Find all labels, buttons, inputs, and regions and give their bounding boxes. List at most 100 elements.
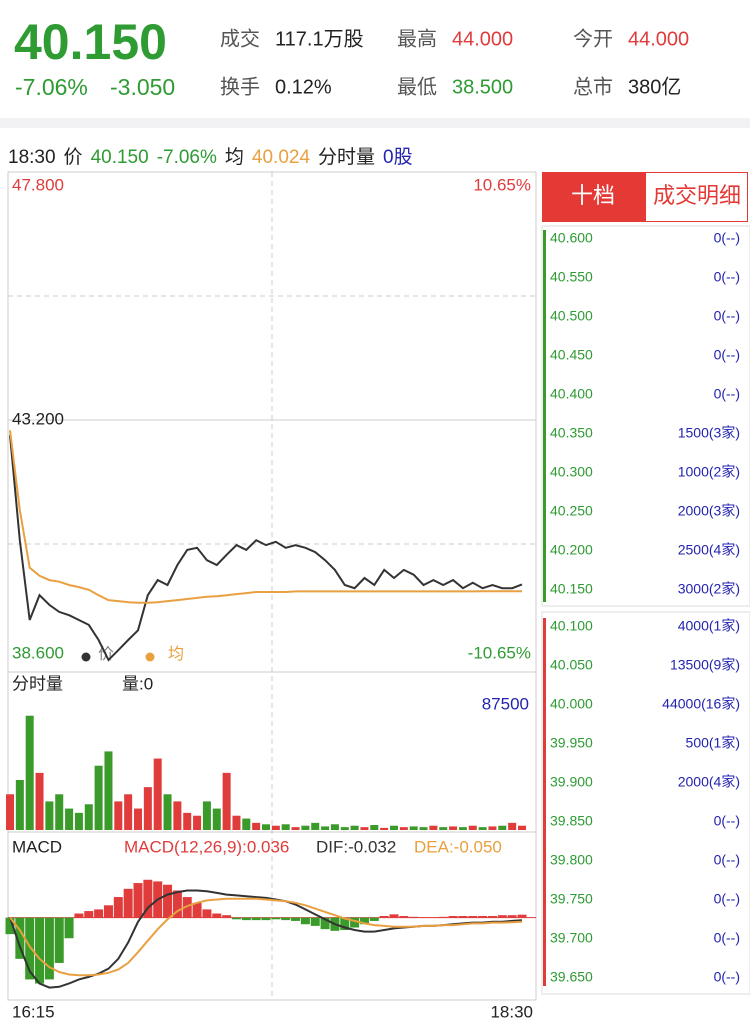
info-item: 价 <box>64 147 83 168</box>
volume-bar <box>518 825 526 830</box>
volume-bar <box>124 794 133 830</box>
macd-bar <box>291 917 301 921</box>
stat-label: 最高 <box>397 27 437 50</box>
macd-bar <box>123 888 133 918</box>
legend-label: 价 <box>98 646 114 663</box>
book-volume: 13500(9家) <box>670 657 740 673</box>
book-volume: 2000(3家) <box>678 503 740 519</box>
legend-label: 均 <box>168 645 184 663</box>
macd-bar <box>497 915 507 918</box>
volume-bar <box>478 827 487 830</box>
volume-bar <box>370 825 379 830</box>
tab-active[interactable] <box>542 172 645 222</box>
macd-bar <box>251 917 261 921</box>
book-volume: 2000(4家) <box>678 774 740 790</box>
stat-label: 成交 <box>220 27 260 50</box>
macd-bar <box>399 916 409 918</box>
macd-legend: DIF:-0.032 <box>316 837 396 856</box>
macd-bar <box>212 913 222 918</box>
macd-bar <box>15 917 25 959</box>
macd-bar <box>448 916 458 918</box>
volume-bar <box>242 818 251 830</box>
book-volume: 0(--) <box>714 852 740 868</box>
stat-value: 44.000 <box>452 28 513 50</box>
info-item: 均 <box>225 146 244 168</box>
volume-bar <box>163 794 172 830</box>
book-price: 40.050 <box>550 657 593 673</box>
book-price: 39.950 <box>550 735 593 751</box>
volume-bar <box>45 801 54 830</box>
macd-title: MACD <box>12 837 62 856</box>
volume-bar <box>508 822 517 830</box>
volume-bar <box>84 804 93 830</box>
book-price: 40.550 <box>550 269 593 285</box>
book-price: 39.900 <box>550 774 593 790</box>
volume-bar <box>301 825 310 830</box>
price: 40.150 <box>14 14 167 70</box>
volume-bar <box>212 808 221 830</box>
stat-value: 38.500 <box>452 76 513 98</box>
time-label: 16:15 <box>12 1002 55 1021</box>
macd-bar <box>458 916 468 918</box>
macd-bar <box>172 890 182 918</box>
macd-bar <box>389 914 399 918</box>
volume-bar <box>183 812 192 830</box>
tab[interactable] <box>645 172 748 222</box>
volume-bar <box>15 780 24 830</box>
book-volume: 2500(4家) <box>678 542 740 558</box>
book-price: 39.850 <box>550 813 593 829</box>
bid-bar <box>543 618 546 986</box>
book-price: 40.200 <box>550 542 593 558</box>
macd-bar <box>25 917 35 980</box>
book-volume: 0(--) <box>714 269 740 285</box>
macd-bar <box>35 917 45 984</box>
macd-bar <box>192 902 202 918</box>
price-line <box>9 435 523 662</box>
stat-value: 0.12% <box>275 76 332 98</box>
change-amount: -3.050 <box>110 74 175 100</box>
macd-bar <box>468 916 478 918</box>
macd-legend: DEA:-0.050 <box>414 837 502 856</box>
book-price: 40.600 <box>550 230 593 246</box>
book-volume: 0(--) <box>714 347 740 363</box>
book-price: 39.800 <box>550 852 593 868</box>
stat-value: 44.000 <box>628 28 689 50</box>
book-price: 39.700 <box>550 930 593 946</box>
info-item: -7.06% <box>157 147 217 168</box>
change-pct: -7.06% <box>15 74 88 100</box>
volume-bar <box>134 808 142 830</box>
book-volume: 0(--) <box>714 230 740 246</box>
macd-bar <box>487 916 497 918</box>
volume-bar <box>429 825 438 830</box>
book-volume: 4000(1家) <box>678 618 740 634</box>
volume-bar <box>143 787 152 830</box>
macd-bar <box>231 917 241 920</box>
volume-bar <box>321 826 330 830</box>
volume-bar <box>390 825 398 830</box>
info-bar: 18:30 价 40.150 -7.06% 均 40.024 分时量 0股 <box>8 146 413 168</box>
volume-bar <box>380 827 389 830</box>
macd-bar <box>202 909 212 918</box>
y-tick-label: 43.200 <box>12 409 64 428</box>
macd-bar <box>350 917 360 928</box>
book-volume: 44000(16家) <box>662 696 740 712</box>
volume-bar <box>330 824 339 830</box>
macd-legend: MACD(12,26,9):0.036 <box>124 837 289 856</box>
book-price: 40.450 <box>550 347 593 363</box>
volume-bar <box>25 715 34 830</box>
book-price: 40.300 <box>550 464 593 480</box>
volume-bar <box>193 815 202 830</box>
volume-bar <box>488 826 497 830</box>
macd-line <box>9 897 523 977</box>
book-volume: 1000(2家) <box>678 464 740 480</box>
macd-bar <box>359 917 369 925</box>
volume-bar <box>271 825 280 830</box>
book-volume: 0(--) <box>714 386 740 402</box>
macd-bar <box>94 909 104 918</box>
macd-bar <box>369 917 379 921</box>
volume-title: 分时量 <box>12 674 63 693</box>
book-volume: 0(--) <box>714 813 740 829</box>
stat-label: 总市 <box>573 75 613 98</box>
legend-dot <box>81 652 91 662</box>
